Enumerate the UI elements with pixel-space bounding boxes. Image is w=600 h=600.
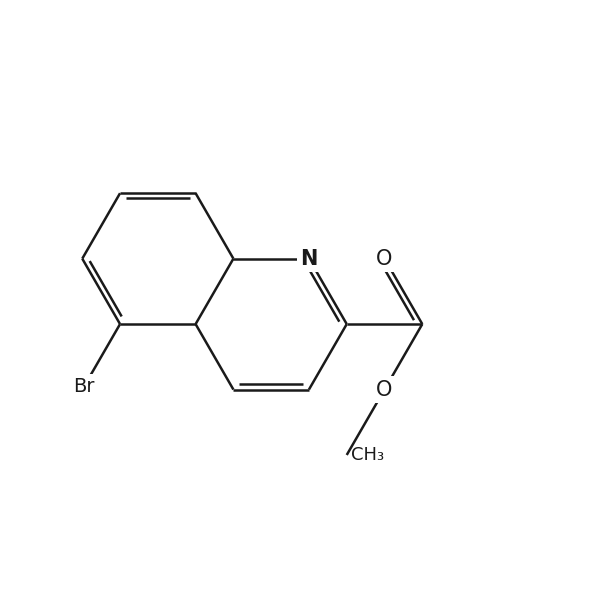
Text: Br: Br [73, 377, 95, 396]
Text: N: N [300, 248, 317, 269]
Text: O: O [376, 248, 393, 269]
Text: O: O [376, 380, 393, 400]
Text: CH₃: CH₃ [352, 446, 385, 464]
